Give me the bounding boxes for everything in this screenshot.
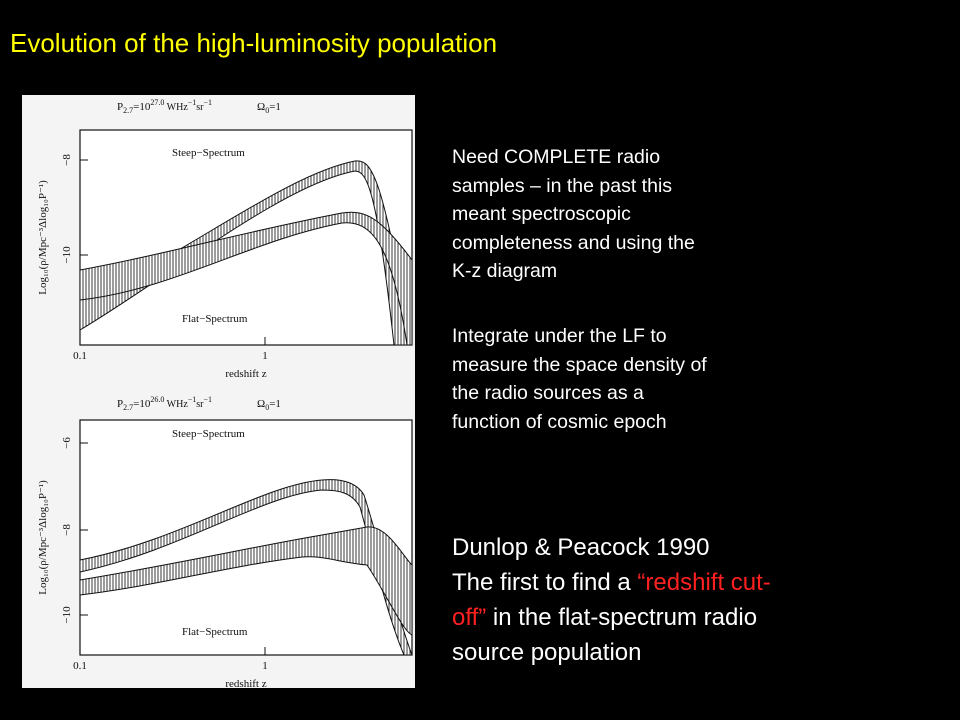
header-part: −1 bbox=[204, 395, 213, 404]
y-tick-label: −8 bbox=[61, 154, 73, 166]
header-part: Ω bbox=[257, 101, 265, 113]
citation-line: off” in the flat-spectrum radio bbox=[452, 600, 771, 635]
text-line: samples – in the past this bbox=[452, 174, 673, 197]
curve-label: Steep−Spectrum bbox=[172, 428, 245, 440]
text-line: measure the space density of bbox=[452, 353, 707, 376]
x-tick-label: 0.1 bbox=[73, 350, 87, 362]
text-line: completeness and using the bbox=[452, 231, 695, 254]
x-tick-label: 1 bbox=[262, 350, 268, 362]
x-axis-label: redshift z bbox=[225, 678, 266, 688]
y-tick-label: −10 bbox=[61, 246, 73, 264]
text-line: K-z diagram bbox=[452, 260, 558, 282]
header-part: P bbox=[117, 101, 123, 113]
citation-line: source population bbox=[452, 639, 642, 666]
header-part: −1 bbox=[188, 98, 197, 107]
curve-label: Steep−Spectrum bbox=[172, 147, 245, 159]
y-tick-label: −8 bbox=[61, 524, 73, 536]
y-tick-label: −6 bbox=[61, 437, 73, 449]
text: The first to find a bbox=[452, 569, 638, 596]
text: in the flat-spectrum radio bbox=[486, 604, 758, 631]
flat-band bbox=[79, 526, 413, 636]
x-axis-label: redshift z bbox=[225, 368, 266, 380]
header-part: WHz bbox=[164, 399, 188, 410]
x-tick-label: 1 bbox=[262, 660, 268, 672]
header-part: =10 bbox=[133, 398, 151, 410]
header-part: Ω bbox=[257, 398, 265, 410]
y-axis-label: Log₁₀(ρ/Mpc⁻³Δlog₁₀P⁻¹) bbox=[37, 180, 49, 295]
panel-header: P2.7=1027.0 WHz−1sr−1 Ω0=1 bbox=[117, 98, 281, 115]
y-axis-label: Log₁₀(ρ/Mpc⁻³Δlog₁₀P⁻¹) bbox=[37, 480, 49, 595]
header-part: =1 bbox=[269, 398, 281, 410]
curve-label: Flat−Spectrum bbox=[182, 313, 248, 325]
header-part: 27.0 bbox=[150, 98, 164, 107]
paragraph: Integrate under the LF to measure the spa… bbox=[452, 322, 707, 436]
header-part: WHz bbox=[164, 102, 188, 113]
curve-label: Flat−Spectrum bbox=[182, 626, 248, 638]
header-part: −1 bbox=[188, 395, 197, 404]
chart-panel: P2.7=1027.0 WHz−1sr−1 Ω0=1−8−100.1 1Log₁₀(… bbox=[37, 98, 413, 380]
header-part: 0 bbox=[265, 403, 269, 412]
header-part: =1 bbox=[269, 101, 281, 113]
header-part: 26.0 bbox=[150, 395, 164, 404]
header-part: 2.7 bbox=[123, 403, 133, 412]
steep-band bbox=[79, 479, 413, 656]
text-line: function of cosmic epoch bbox=[452, 410, 667, 433]
citation-line: The first to find a “redshift cut- bbox=[452, 565, 771, 600]
header-part: 0 bbox=[265, 106, 269, 115]
header-part: sr bbox=[196, 399, 204, 410]
text-line: the radio sources as a bbox=[452, 382, 644, 404]
flat-band bbox=[79, 211, 413, 346]
steep-band bbox=[79, 160, 413, 346]
slide-title: Evolution of the high-luminosity populat… bbox=[10, 28, 498, 58]
text-line: meant spectroscopic bbox=[452, 203, 631, 225]
header-part: 2.7 bbox=[123, 106, 133, 115]
y-tick-label: −10 bbox=[61, 606, 73, 624]
citation-line: Dunlop & Peacock 1990 bbox=[452, 534, 710, 561]
highlight: off” bbox=[452, 604, 487, 631]
header-part: sr bbox=[196, 102, 204, 113]
figure: P2.7=1027.0 WHz−1sr−1 Ω0=1−8−100.1 1Log₁₀(… bbox=[22, 95, 415, 688]
citation: Dunlop & Peacock 1990 The first to find … bbox=[452, 530, 771, 670]
header-part: P bbox=[117, 398, 123, 410]
panel-header: P2.7=1026.0 WHz−1sr−1 Ω0=1 bbox=[117, 395, 281, 412]
x-tick-label: 0.1 bbox=[73, 660, 87, 672]
paragraph: Need COMPLETE radio samples – in the past… bbox=[452, 143, 695, 286]
chart-panel: P2.7=1026.0 WHz−1sr−1 Ω0=1−6−8−100.1 1Log₁… bbox=[37, 395, 413, 688]
highlight: “redshift cut- bbox=[637, 569, 771, 596]
header-part: −1 bbox=[204, 98, 213, 107]
text-line: Integrate under the LF to bbox=[452, 325, 667, 347]
header-part: =10 bbox=[133, 101, 151, 113]
text-line: Need COMPLETE radio bbox=[452, 146, 661, 168]
